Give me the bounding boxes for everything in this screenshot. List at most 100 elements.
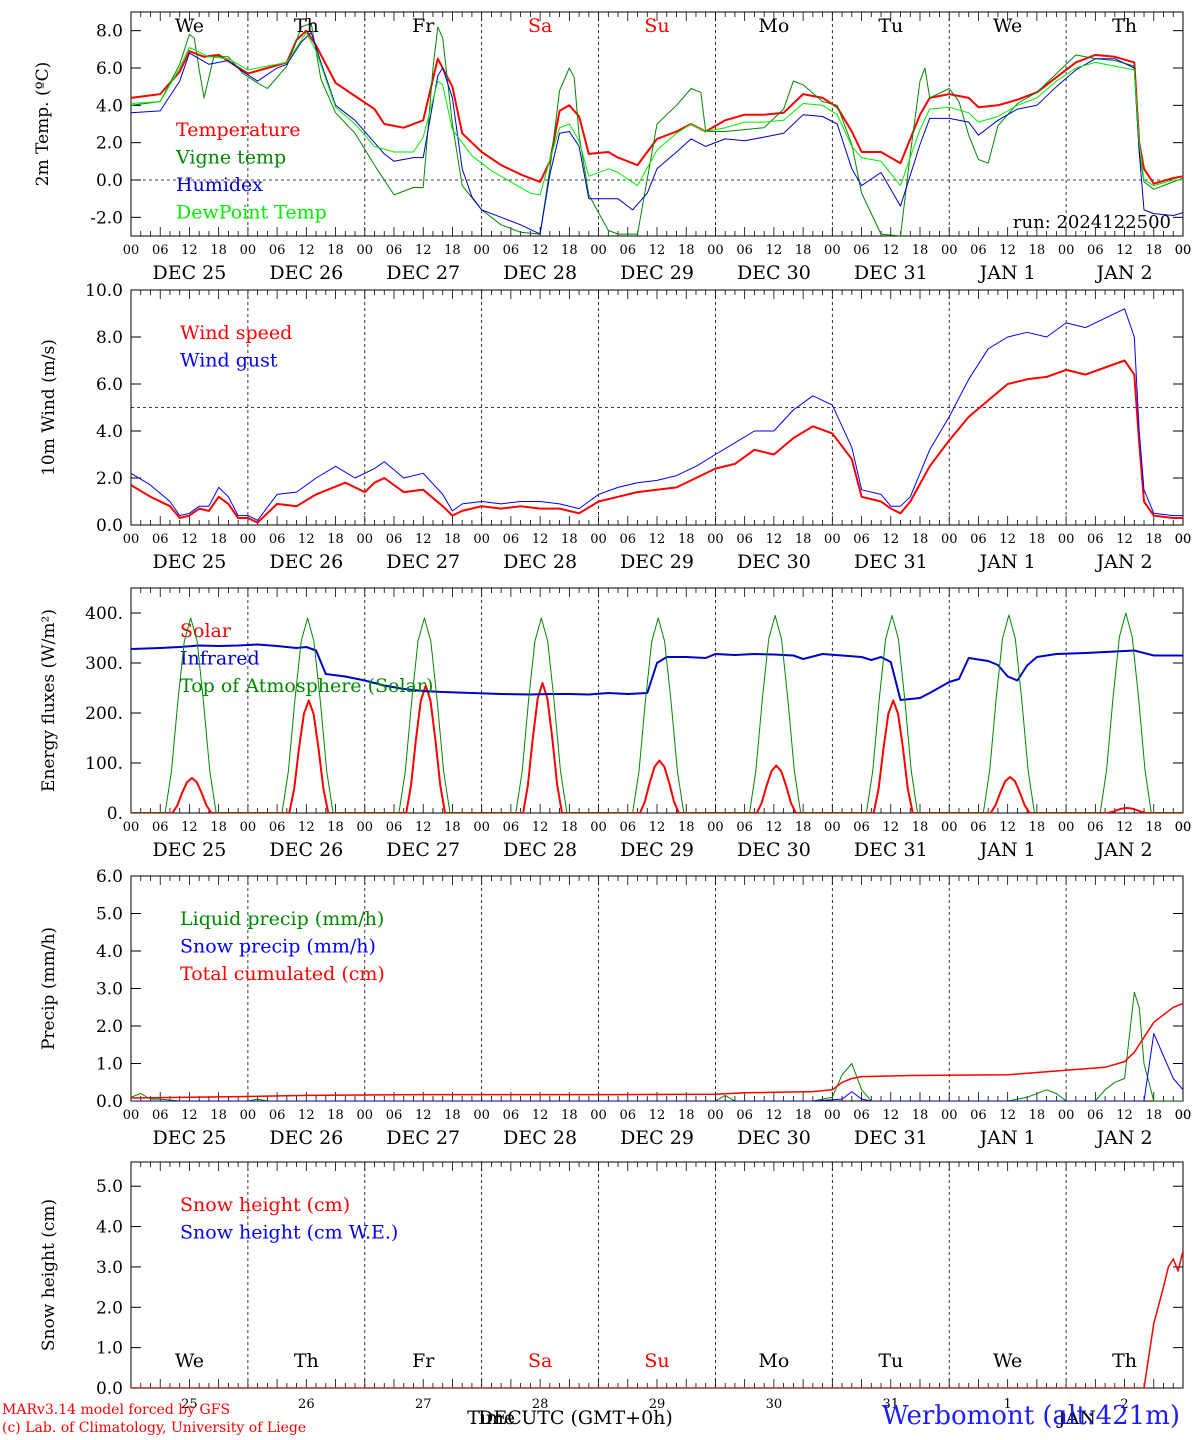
y-tick-label: 6.0 xyxy=(96,59,123,79)
date-label: DEC 28 xyxy=(503,1127,577,1149)
hour-tick-label: 06 xyxy=(736,532,753,547)
hour-tick-label: 00 xyxy=(590,532,607,547)
hour-tick-label: 00 xyxy=(1175,1108,1192,1123)
y-tick-label: 4.0 xyxy=(96,1218,123,1238)
date-label: JAN 2 xyxy=(1095,262,1153,284)
hour-tick-label: 00 xyxy=(941,532,958,547)
hour-tick-label: 18 xyxy=(912,243,929,258)
hour-tick-label: 00 xyxy=(240,532,257,547)
panel-snow: 0.0 1.0 2.0 3.0 4.0 5.0 Snow height (cm) Snow h… xyxy=(39,1161,1184,1429)
date-label: DEC 30 xyxy=(737,839,811,861)
hour-tick-label: 18 xyxy=(1146,1108,1163,1123)
hour-tick-label: 18 xyxy=(912,1108,929,1123)
date-label: DEC 25 xyxy=(153,551,227,573)
date-label: JAN 1 xyxy=(978,262,1036,284)
panel-energy: 0. 100. 200. 300. 400. Energy fluxes (W/m²) So… xyxy=(39,587,1192,861)
hour-tick-label: 12 xyxy=(766,243,783,258)
y-tick-label: 100. xyxy=(85,754,123,774)
weekday-label: Sa xyxy=(528,1350,552,1372)
hour-tick-label: 00 xyxy=(1175,532,1192,547)
hour-tick-label: 00 xyxy=(824,820,841,835)
date-label: JAN 2 xyxy=(1095,839,1153,861)
y-tick-label: 300. xyxy=(85,654,123,674)
date-label: JAN 1 xyxy=(978,551,1036,573)
hour-tick-label: 18 xyxy=(795,1108,812,1123)
y-tick-label: 1.0 xyxy=(96,1339,123,1359)
hour-tick-label: 00 xyxy=(1175,243,1192,258)
y-axis-label: 2m Temp. (ºC) xyxy=(33,62,53,187)
y-axis-label: 10m Wind (m/s) xyxy=(39,339,59,476)
hour-tick-label: 12 xyxy=(883,532,900,547)
hour-tick-label: 12 xyxy=(649,243,666,258)
hour-tick-label: 18 xyxy=(912,532,929,547)
hour-tick-label: 00 xyxy=(941,820,958,835)
hour-tick-label: 00 xyxy=(357,1108,374,1123)
hour-tick-label: 06 xyxy=(386,820,403,835)
hour-tick-label: 12 xyxy=(649,820,666,835)
legend-entry: Snow precip (mm/h) xyxy=(180,936,376,958)
hour-tick-label: 18 xyxy=(795,532,812,547)
hour-tick-label: 06 xyxy=(1087,243,1104,258)
hour-tick-label: 06 xyxy=(620,243,637,258)
hour-tick-label: 12 xyxy=(532,1108,549,1123)
hour-tick-label: 12 xyxy=(181,532,198,547)
legend-entry: Liquid precip (mm/h) xyxy=(180,908,384,930)
y-tick-label: 0.0 xyxy=(96,1092,123,1112)
hour-tick-label: 00 xyxy=(1175,532,1192,547)
hour-tick-label: 18 xyxy=(444,243,461,258)
hour-tick-label: 00 xyxy=(941,243,958,258)
y-tick-label: 0.0 xyxy=(96,1379,123,1399)
y-tick-label: 5.0 xyxy=(96,905,123,925)
y-tick-label: 6.0 xyxy=(96,375,123,395)
hour-tick-label: 00 xyxy=(123,243,140,258)
hour-tick-label: 18 xyxy=(795,820,812,835)
hour-tick-label: 06 xyxy=(503,820,520,835)
x-axis-label: Time UTC (GMT+0h) xyxy=(467,1407,673,1429)
hour-tick-label: 12 xyxy=(649,1108,666,1123)
hour-tick-label: 06 xyxy=(152,243,169,258)
hour-tick-label: 18 xyxy=(327,532,344,547)
hour-tick-label: 12 xyxy=(415,532,432,547)
hour-tick-label: 00 xyxy=(473,532,490,547)
y-tick-label: 4.0 xyxy=(96,96,123,116)
station-title: Werbomont (alt:421m) xyxy=(881,1401,1180,1431)
date-label: DEC 31 xyxy=(854,551,928,573)
hour-tick-label: 06 xyxy=(269,1108,286,1123)
hour-tick-label: 12 xyxy=(298,243,315,258)
y-tick-label: 4.0 xyxy=(96,942,123,962)
hour-tick-label: 12 xyxy=(181,243,198,258)
hour-tick-label: 18 xyxy=(327,820,344,835)
weekday-label: Fr xyxy=(412,1350,435,1372)
hour-tick-label: 12 xyxy=(532,820,549,835)
hour-tick-label: 00 xyxy=(473,1108,490,1123)
date-label: DEC 26 xyxy=(269,551,343,573)
hour-tick-label: 00 xyxy=(1175,820,1192,835)
date-label: DEC 27 xyxy=(386,839,460,861)
weekday-label: We xyxy=(175,1350,204,1372)
series-line-wind-speed xyxy=(131,359,1183,524)
hour-tick-label: 18 xyxy=(1146,532,1163,547)
y-tick-label: 0.0 xyxy=(96,171,123,191)
hour-tick-label: 12 xyxy=(766,820,783,835)
y-tick-label: 10.0 xyxy=(85,281,123,301)
panel-temperature: -2.0 0.0 2.0 4.0 6.0 8.0 2m Temp. (ºC) Temperat… xyxy=(33,11,1192,284)
hour-tick-label: 06 xyxy=(1087,820,1104,835)
hour-tick-label: 12 xyxy=(1116,243,1133,258)
weekday-label: Th xyxy=(294,1350,319,1372)
hour-tick-label: 18 xyxy=(678,1108,695,1123)
weekday-label: Mo xyxy=(758,15,789,37)
weekday-label: Sa xyxy=(528,15,552,37)
hour-tick-label: 00 xyxy=(1175,1108,1192,1123)
hour-tick-label: 18 xyxy=(327,1108,344,1123)
date-label: JAN 2 xyxy=(1095,551,1153,573)
series-line-dewpoint-temp xyxy=(131,32,1183,196)
hour-tick-label: 00 xyxy=(824,532,841,547)
hour-tick-label: 12 xyxy=(649,532,666,547)
hour-tick-label: 00 xyxy=(240,243,257,258)
date-label: DEC 27 xyxy=(386,551,460,573)
y-tick-label: 2.0 xyxy=(96,469,123,489)
hour-tick-label: 00 xyxy=(1058,1108,1075,1123)
hour-tick-label: 06 xyxy=(853,820,870,835)
hour-tick-label: 12 xyxy=(999,243,1016,258)
hour-tick-label: 06 xyxy=(853,532,870,547)
